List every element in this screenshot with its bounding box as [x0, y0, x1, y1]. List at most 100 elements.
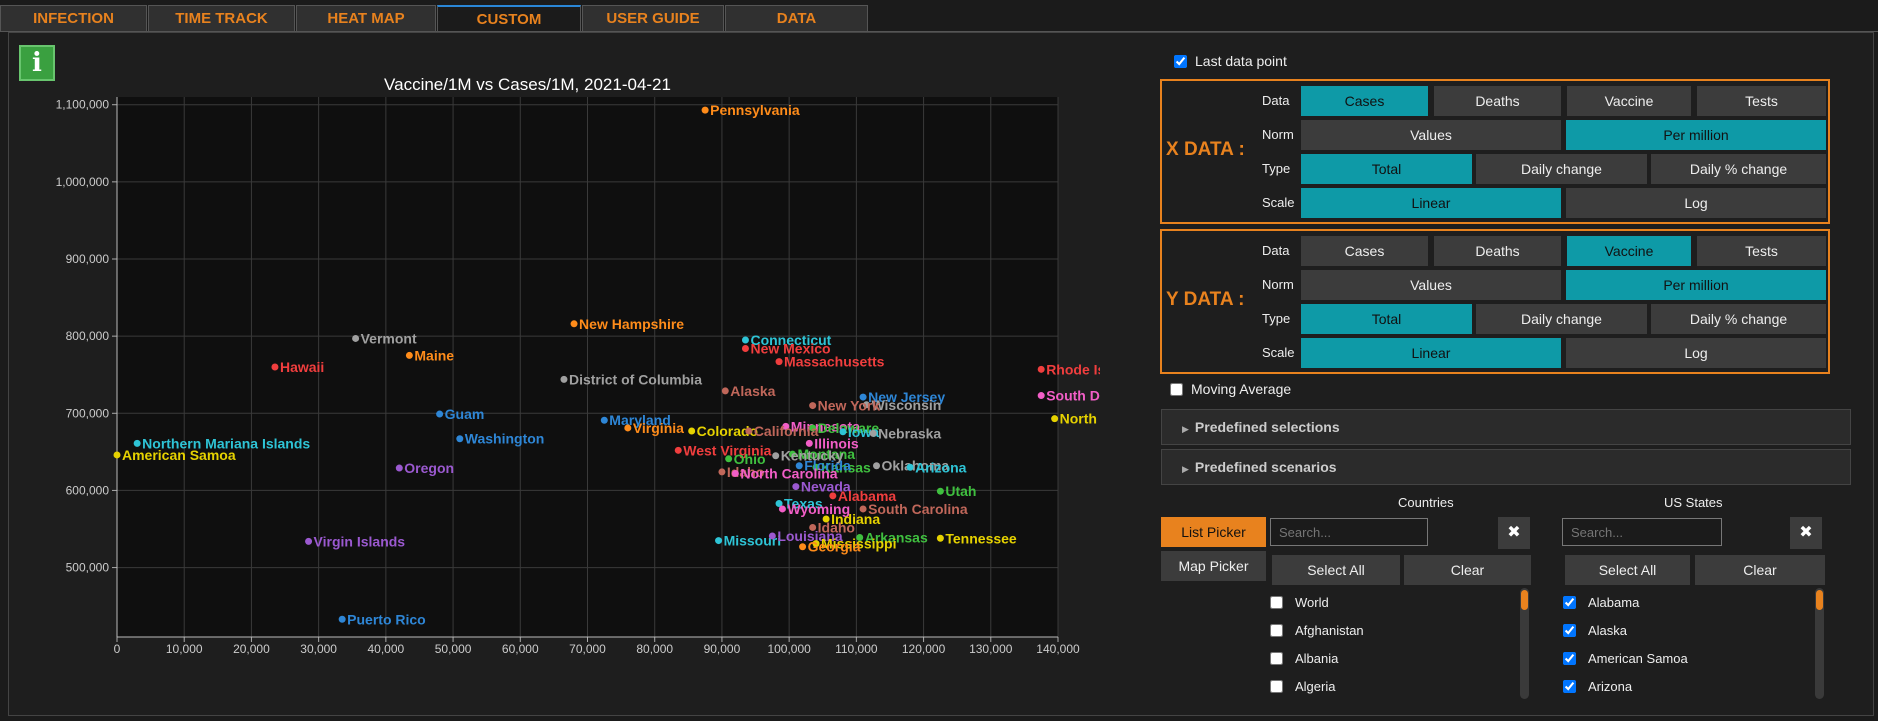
x-scale-option-linear[interactable]: Linear [1301, 188, 1561, 218]
x-data-option-deaths[interactable]: Deaths [1434, 86, 1561, 116]
moving-average-checkbox[interactable] [1170, 382, 1183, 396]
data-point[interactable] [778, 505, 786, 513]
data-point[interactable] [856, 533, 864, 541]
x-type-option-daily-change[interactable]: Daily change [1476, 154, 1647, 184]
data-point[interactable] [809, 402, 817, 410]
countries-clear-search-icon[interactable]: ✖ [1498, 517, 1530, 549]
data-point[interactable] [721, 387, 729, 395]
list-item-checkbox[interactable] [1563, 679, 1576, 693]
data-point[interactable] [133, 439, 141, 447]
list-item-checkbox[interactable] [1270, 679, 1283, 693]
x-scale-option-log[interactable]: Log [1566, 188, 1826, 218]
list-item-checkbox[interactable] [1563, 651, 1576, 665]
data-point[interactable] [805, 439, 813, 447]
data-point[interactable] [782, 422, 790, 430]
us-states-clear-button[interactable]: Clear [1695, 555, 1825, 585]
countries-clear-button[interactable]: Clear [1404, 555, 1531, 585]
list-item[interactable]: Arizona [1563, 672, 1803, 698]
y-data-option-deaths[interactable]: Deaths [1434, 236, 1561, 266]
list-item[interactable]: Afghanistan [1270, 616, 1510, 644]
data-point[interactable] [271, 363, 279, 371]
list-item[interactable]: American Samoa [1563, 644, 1803, 672]
last-data-point-checkbox[interactable] [1174, 54, 1187, 68]
predefined-selections-accordion[interactable]: ▶ Predefined selections [1161, 409, 1851, 445]
data-point[interactable] [701, 106, 709, 114]
list-item[interactable]: Alabama [1563, 588, 1803, 616]
data-point[interactable] [906, 463, 914, 471]
x-norm-option-values[interactable]: Values [1301, 120, 1561, 150]
tab-data-sources[interactable]: DATA SOURCES [725, 5, 868, 53]
y-scale-option-log[interactable]: Log [1566, 338, 1826, 368]
data-point[interactable] [305, 537, 313, 545]
list-picker-button[interactable]: List Picker [1161, 517, 1266, 547]
scroll-thumb[interactable] [1521, 590, 1528, 610]
us-states-scrollbar[interactable] [1815, 588, 1824, 699]
tab-time-track[interactable]: TIME TRACK [148, 5, 295, 31]
map-picker-button[interactable]: Map Picker [1161, 551, 1266, 581]
data-point[interactable] [436, 410, 444, 418]
data-point[interactable] [1051, 415, 1059, 423]
list-item[interactable]: Algeria [1270, 672, 1510, 698]
x-type-option-daily-change[interactable]: Daily % change [1651, 154, 1826, 184]
tab-user-guide[interactable]: USER GUIDE [582, 5, 724, 31]
data-point[interactable] [395, 464, 403, 472]
data-point[interactable] [812, 540, 820, 548]
data-point[interactable] [1037, 392, 1045, 400]
x-norm-option-per-million[interactable]: Per million [1566, 120, 1826, 150]
data-point[interactable] [405, 351, 413, 359]
data-point[interactable] [936, 487, 944, 495]
y-data-option-vaccine[interactable]: Vaccine [1567, 236, 1691, 266]
data-point[interactable] [775, 500, 783, 508]
data-point[interactable] [745, 427, 753, 435]
data-point[interactable] [113, 451, 121, 459]
data-point[interactable] [718, 468, 726, 476]
list-item[interactable]: Albania [1270, 644, 1510, 672]
data-point[interactable] [862, 401, 870, 409]
data-point[interactable] [731, 469, 739, 477]
data-point[interactable] [560, 375, 568, 383]
list-item-checkbox[interactable] [1270, 595, 1283, 609]
y-type-option-daily-change[interactable]: Daily % change [1651, 304, 1826, 334]
y-scale-option-linear[interactable]: Linear [1301, 338, 1561, 368]
y-data-option-tests[interactable]: Tests [1697, 236, 1826, 266]
data-point[interactable] [570, 320, 578, 328]
list-item-checkbox[interactable] [1563, 623, 1576, 637]
data-point[interactable] [795, 462, 803, 470]
list-item-checkbox[interactable] [1563, 595, 1576, 609]
list-item[interactable]: Alaska [1563, 616, 1803, 644]
data-point[interactable] [809, 523, 817, 531]
y-data-option-cases[interactable]: Cases [1301, 236, 1428, 266]
data-point[interactable] [859, 393, 867, 401]
countries-search-input[interactable] [1270, 518, 1428, 546]
countries-select-all-button[interactable]: Select All [1272, 555, 1400, 585]
data-point[interactable] [839, 428, 847, 436]
countries-scrollbar[interactable] [1520, 588, 1529, 699]
us-states-clear-search-icon[interactable]: ✖ [1790, 517, 1822, 549]
data-point[interactable] [936, 534, 944, 542]
data-point[interactable] [822, 515, 830, 523]
data-point[interactable] [772, 452, 780, 460]
data-point[interactable] [600, 416, 608, 424]
y-norm-option-values[interactable]: Values [1301, 270, 1561, 300]
data-point[interactable] [715, 537, 723, 545]
data-point[interactable] [869, 429, 877, 437]
x-data-option-vaccine[interactable]: Vaccine [1567, 86, 1691, 116]
data-point[interactable] [789, 450, 797, 458]
us-states-select-all-button[interactable]: Select All [1565, 555, 1690, 585]
y-norm-option-per-million[interactable]: Per million [1566, 270, 1826, 300]
data-point[interactable] [873, 462, 881, 470]
data-point[interactable] [829, 492, 837, 500]
y-type-option-total[interactable]: Total [1301, 304, 1472, 334]
scroll-thumb[interactable] [1816, 590, 1823, 610]
list-item[interactable]: World [1270, 588, 1510, 616]
y-type-option-daily-change[interactable]: Daily change [1476, 304, 1647, 334]
data-point[interactable] [792, 483, 800, 491]
data-point[interactable] [768, 532, 776, 540]
data-point[interactable] [741, 344, 749, 352]
data-point[interactable] [775, 358, 783, 366]
data-point[interactable] [456, 435, 464, 443]
x-data-option-tests[interactable]: Tests [1697, 86, 1826, 116]
data-point[interactable] [725, 455, 733, 463]
data-point[interactable] [338, 615, 346, 623]
data-point[interactable] [809, 424, 817, 432]
